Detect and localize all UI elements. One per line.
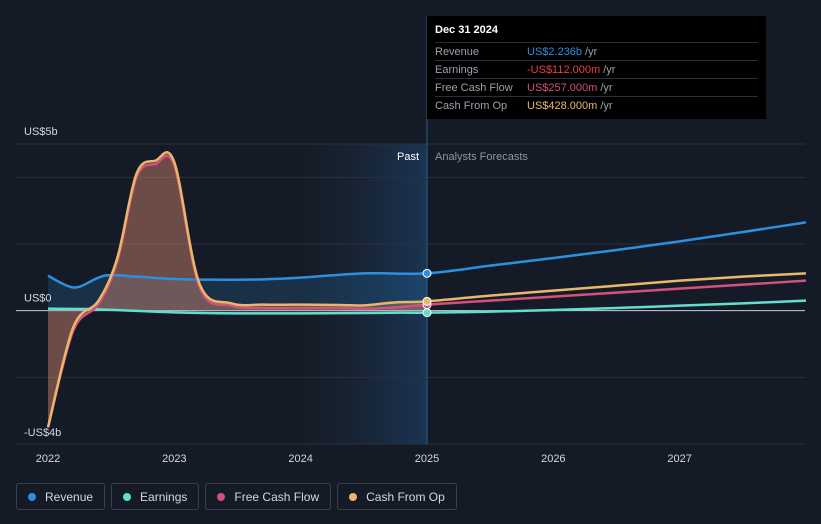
- y-label-top: US$5b: [24, 126, 58, 138]
- y-label-bottom: -US$4b: [24, 427, 61, 439]
- tooltip-label: Revenue: [435, 45, 480, 58]
- tooltip-value: US$428.000m: [527, 99, 598, 112]
- legend-item-free-cash-flow[interactable]: Free Cash Flow: [205, 483, 332, 510]
- tooltip-label: Cash From Op: [435, 99, 508, 112]
- legend-item-earnings[interactable]: Earnings: [111, 483, 200, 510]
- tooltip-label: Free Cash Flow: [435, 81, 513, 94]
- chart-legend: Revenue Earnings Free Cash Flow Cash Fro…: [16, 483, 457, 510]
- tooltip-row-earnings: Earnings -US$112.000m /yr: [435, 60, 758, 78]
- earnings-highlight-point: [422, 308, 432, 318]
- cash-from-op-area: [48, 152, 427, 428]
- cash-from-op-dot-icon: [349, 492, 358, 501]
- tooltip-row-revenue: Revenue US$2.236b /yr: [435, 42, 758, 60]
- past-label: Past: [397, 151, 419, 163]
- tooltip-unit: /yr: [585, 45, 598, 58]
- tooltip-unit: /yr: [600, 99, 613, 112]
- legend-label: Revenue: [45, 489, 94, 504]
- tooltip-label: Earnings: [435, 63, 479, 76]
- x-tick-label: 2027: [667, 453, 691, 465]
- past-shade-band: [300, 144, 301, 444]
- tooltip-value: US$257.000m: [527, 81, 598, 94]
- tooltip-value: -US$112.000m: [527, 63, 601, 76]
- past-highlight-band: [300, 144, 427, 444]
- legend-item-cash-from-op[interactable]: Cash From Op: [337, 483, 457, 510]
- x-tick-label: 2026: [541, 453, 565, 465]
- revenue-line: [47, 221, 807, 289]
- x-tick-label: 2025: [415, 453, 439, 465]
- legend-label: Free Cash Flow: [234, 489, 320, 504]
- tooltip-row-cash-from-op: Cash From Op US$428.000m /yr: [435, 96, 758, 114]
- legend-item-revenue[interactable]: Revenue: [16, 483, 106, 510]
- cash-from-op-line: [46, 151, 807, 428]
- tooltip-unit: /yr: [603, 63, 616, 76]
- earnings-dot-icon: [123, 492, 132, 501]
- x-tick-label: 2023: [162, 453, 186, 465]
- legend-label: Earnings: [140, 489, 188, 504]
- revenue-dot-icon: [28, 492, 36, 501]
- free-cash-flow-dot-icon: [217, 492, 226, 501]
- y-label-zero: US$0: [24, 293, 52, 305]
- forecast-label: Analysts Forecasts: [435, 151, 528, 163]
- x-tick-label: 2024: [288, 453, 312, 465]
- earnings-line: [47, 299, 807, 315]
- tooltip-unit: /yr: [600, 81, 613, 94]
- x-tick-label: 2022: [36, 453, 60, 465]
- data-tooltip: Dec 31 2024 Revenue US$2.236b /yr Earnin…: [427, 16, 766, 119]
- revenue-highlight-point: [422, 268, 432, 278]
- tooltip-row-free-cash-flow: Free Cash Flow US$257.000m /yr: [435, 78, 758, 96]
- cash-from-op-highlight-point: [422, 296, 432, 306]
- tooltip-date: Dec 31 2024: [435, 24, 498, 36]
- free-cash-flow-area: [48, 155, 427, 428]
- revenue-area: [48, 273, 427, 311]
- legend-label: Cash From Op: [366, 489, 445, 504]
- tooltip-value: US$2.236b: [527, 45, 583, 58]
